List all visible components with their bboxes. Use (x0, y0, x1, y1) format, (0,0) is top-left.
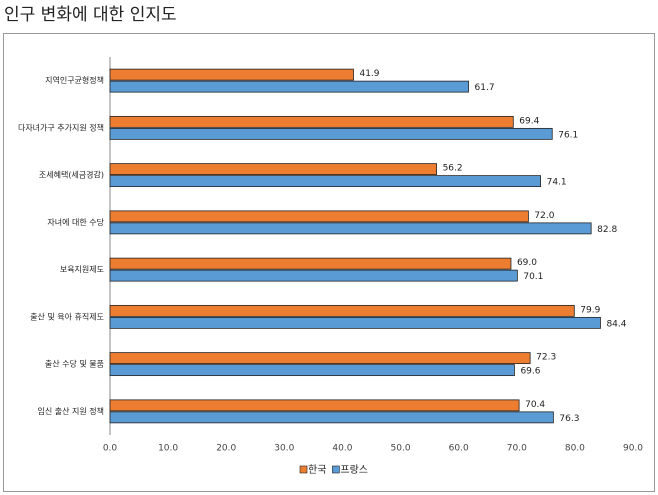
legend-label: 프랑스 (340, 464, 368, 476)
bar (109, 304, 575, 317)
x-tick-label: 90.0 (623, 444, 643, 454)
category-label: 임신 출산 지원 정책 (37, 406, 104, 416)
bar (109, 364, 515, 377)
value-label: 74.1 (547, 178, 567, 188)
category-label: 지역인구균형정책 (45, 75, 104, 85)
bar (109, 115, 514, 128)
legend-swatch (299, 465, 308, 474)
x-tick-label: 50.0 (391, 444, 411, 454)
value-label: 70.4 (525, 400, 545, 410)
value-label: 82.8 (597, 225, 617, 235)
chart-frame (3, 33, 655, 492)
bar (109, 411, 554, 424)
x-tick-label: 0.0 (103, 444, 118, 454)
value-label: 69.0 (517, 258, 537, 268)
x-tick-label: 70.0 (507, 444, 527, 454)
bar (109, 222, 592, 235)
bar (109, 399, 520, 412)
category-label: 출산 수당 및 물품 (45, 359, 104, 369)
x-tick-label: 20.0 (216, 444, 236, 454)
bar (109, 352, 531, 365)
value-label: 72.0 (534, 211, 554, 221)
value-label: 84.4 (606, 319, 626, 329)
value-label: 69.6 (520, 367, 540, 377)
bar (109, 269, 518, 282)
x-tick-label: 80.0 (565, 444, 585, 454)
x-tick-label: 60.0 (449, 444, 469, 454)
value-label: 41.9 (359, 69, 379, 79)
bar (109, 68, 354, 81)
x-tick-label: 30.0 (274, 444, 294, 454)
bar (109, 316, 601, 329)
legend-swatch (332, 465, 340, 474)
value-label: 61.7 (475, 83, 495, 93)
value-label: 76.1 (558, 130, 578, 140)
legend-label: 한국 (308, 464, 326, 476)
bar (109, 127, 553, 140)
x-tick-label: 40.0 (332, 444, 352, 454)
bar (109, 210, 529, 223)
value-label: 76.3 (559, 414, 579, 424)
value-label: 72.3 (536, 353, 556, 363)
bar (109, 80, 469, 93)
category-label: 다자녀가구 추가지원 정책 (18, 122, 104, 132)
value-label: 70.1 (523, 272, 543, 282)
bar (109, 163, 437, 176)
chart-title: 인구 변화에 대한 인지도 (4, 5, 177, 25)
bar (109, 257, 512, 270)
value-label: 69.4 (519, 116, 539, 126)
category-label: 조세혜택(세금경감) (39, 170, 104, 180)
value-label: 56.2 (443, 164, 463, 174)
category-label: 출산 및 육아 휴직제도 (30, 311, 104, 321)
bar (109, 175, 542, 188)
category-label: 자녀에 대한 수당 (47, 217, 104, 227)
value-label: 79.9 (580, 305, 600, 315)
category-label: 보육지원제도 (60, 265, 104, 274)
x-tick-label: 10.0 (158, 444, 178, 454)
